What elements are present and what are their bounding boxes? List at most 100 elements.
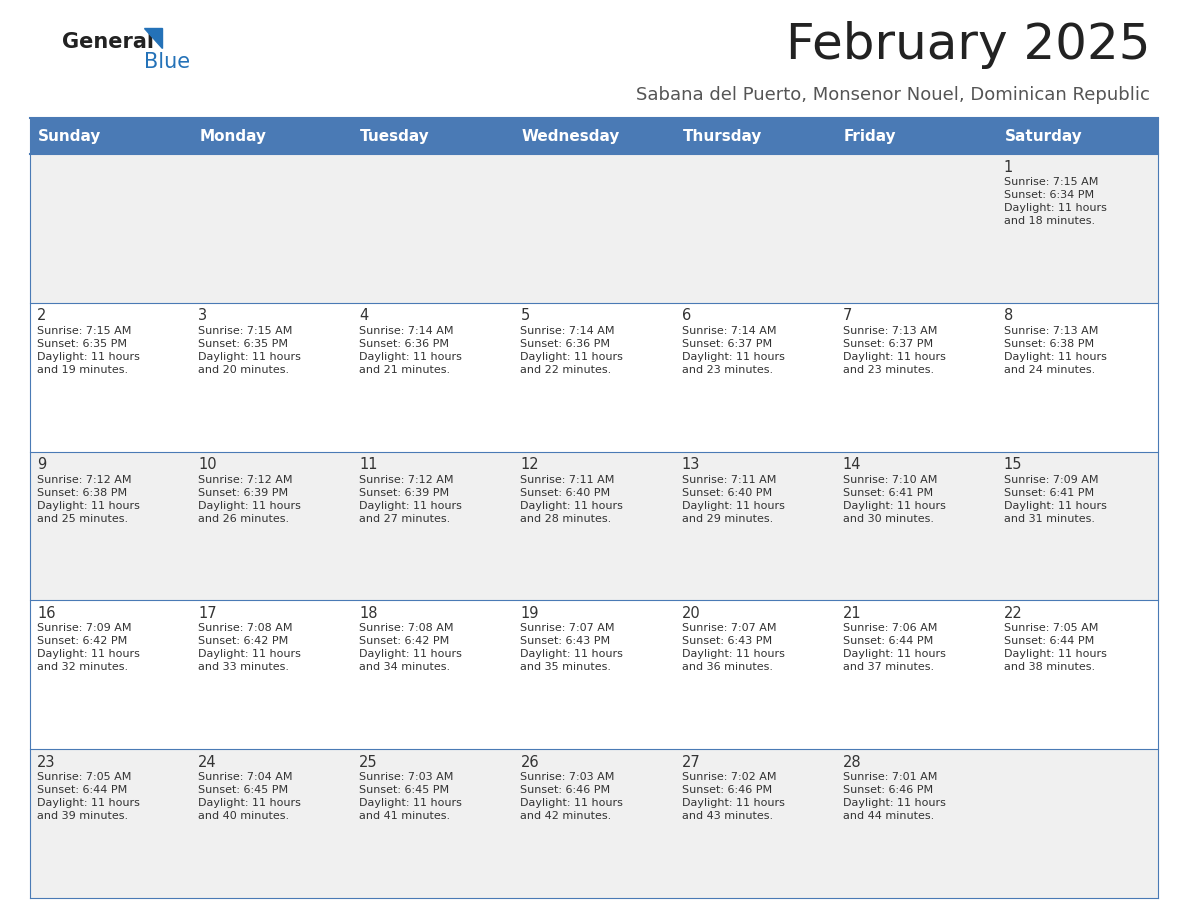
Text: and 27 minutes.: and 27 minutes. <box>359 513 450 523</box>
Text: and 19 minutes.: and 19 minutes. <box>37 364 128 375</box>
Text: Sunset: 6:43 PM: Sunset: 6:43 PM <box>682 636 772 646</box>
Text: Daylight: 11 hours: Daylight: 11 hours <box>198 500 301 510</box>
Text: and 34 minutes.: and 34 minutes. <box>359 663 450 672</box>
Text: 18: 18 <box>359 606 378 621</box>
Text: 17: 17 <box>198 606 216 621</box>
Text: 21: 21 <box>842 606 861 621</box>
Text: Sunrise: 7:07 AM: Sunrise: 7:07 AM <box>520 623 615 633</box>
Text: Sunrise: 7:15 AM: Sunrise: 7:15 AM <box>37 326 132 336</box>
Text: Daylight: 11 hours: Daylight: 11 hours <box>37 649 140 659</box>
Text: Sunset: 6:34 PM: Sunset: 6:34 PM <box>1004 190 1094 200</box>
Text: Friday: Friday <box>843 129 896 143</box>
Bar <box>30 154 1158 303</box>
Text: Sunrise: 7:14 AM: Sunrise: 7:14 AM <box>520 326 615 336</box>
Text: 24: 24 <box>198 755 216 769</box>
Text: Daylight: 11 hours: Daylight: 11 hours <box>198 649 301 659</box>
Text: Daylight: 11 hours: Daylight: 11 hours <box>359 649 462 659</box>
Text: 10: 10 <box>198 457 216 472</box>
Text: and 30 minutes.: and 30 minutes. <box>842 513 934 523</box>
Text: Sunset: 6:37 PM: Sunset: 6:37 PM <box>682 339 772 349</box>
Text: Sunset: 6:43 PM: Sunset: 6:43 PM <box>520 636 611 646</box>
Text: Daylight: 11 hours: Daylight: 11 hours <box>682 352 784 362</box>
Bar <box>353 118 513 154</box>
Text: 3: 3 <box>198 308 207 323</box>
Text: Sunrise: 7:08 AM: Sunrise: 7:08 AM <box>359 623 454 633</box>
Text: 5: 5 <box>520 308 530 323</box>
Text: Sunset: 6:46 PM: Sunset: 6:46 PM <box>842 785 933 795</box>
Text: and 37 minutes.: and 37 minutes. <box>842 663 934 672</box>
Text: Daylight: 11 hours: Daylight: 11 hours <box>842 500 946 510</box>
Text: and 24 minutes.: and 24 minutes. <box>1004 364 1095 375</box>
Text: Sunrise: 7:05 AM: Sunrise: 7:05 AM <box>37 772 132 782</box>
Text: and 25 minutes.: and 25 minutes. <box>37 513 128 523</box>
Text: Daylight: 11 hours: Daylight: 11 hours <box>520 352 624 362</box>
Text: Daylight: 11 hours: Daylight: 11 hours <box>682 798 784 808</box>
Text: and 23 minutes.: and 23 minutes. <box>842 364 934 375</box>
Bar <box>30 118 191 154</box>
Text: Sunset: 6:41 PM: Sunset: 6:41 PM <box>842 487 933 498</box>
Text: and 29 minutes.: and 29 minutes. <box>682 513 773 523</box>
Text: Sunset: 6:36 PM: Sunset: 6:36 PM <box>520 339 611 349</box>
Text: February 2025: February 2025 <box>785 21 1150 69</box>
Text: Sunrise: 7:13 AM: Sunrise: 7:13 AM <box>1004 326 1098 336</box>
Bar <box>191 118 353 154</box>
Bar <box>835 118 997 154</box>
Text: Sunset: 6:40 PM: Sunset: 6:40 PM <box>520 487 611 498</box>
Text: 16: 16 <box>37 606 56 621</box>
Text: Daylight: 11 hours: Daylight: 11 hours <box>359 798 462 808</box>
Text: Sunrise: 7:11 AM: Sunrise: 7:11 AM <box>682 475 776 485</box>
Text: Sunrise: 7:12 AM: Sunrise: 7:12 AM <box>359 475 454 485</box>
Text: Monday: Monday <box>200 129 266 143</box>
Text: 8: 8 <box>1004 308 1013 323</box>
Bar <box>997 118 1158 154</box>
Text: 23: 23 <box>37 755 56 769</box>
Text: 1: 1 <box>1004 160 1013 174</box>
Text: 9: 9 <box>37 457 46 472</box>
Text: 27: 27 <box>682 755 700 769</box>
Text: 25: 25 <box>359 755 378 769</box>
Bar <box>30 303 1158 452</box>
Text: and 36 minutes.: and 36 minutes. <box>682 663 772 672</box>
Text: and 18 minutes.: and 18 minutes. <box>1004 216 1095 226</box>
Text: and 31 minutes.: and 31 minutes. <box>1004 513 1095 523</box>
Text: Daylight: 11 hours: Daylight: 11 hours <box>1004 500 1107 510</box>
Text: Daylight: 11 hours: Daylight: 11 hours <box>1004 649 1107 659</box>
Text: 13: 13 <box>682 457 700 472</box>
Text: 28: 28 <box>842 755 861 769</box>
Text: Sunrise: 7:03 AM: Sunrise: 7:03 AM <box>520 772 615 782</box>
Bar <box>30 600 1158 749</box>
Text: Sunrise: 7:13 AM: Sunrise: 7:13 AM <box>842 326 937 336</box>
Text: Daylight: 11 hours: Daylight: 11 hours <box>842 649 946 659</box>
Bar <box>675 118 835 154</box>
Text: Sunset: 6:41 PM: Sunset: 6:41 PM <box>1004 487 1094 498</box>
Text: Sunset: 6:46 PM: Sunset: 6:46 PM <box>520 785 611 795</box>
Text: Sunrise: 7:12 AM: Sunrise: 7:12 AM <box>198 475 292 485</box>
Text: 26: 26 <box>520 755 539 769</box>
Text: Daylight: 11 hours: Daylight: 11 hours <box>198 798 301 808</box>
Text: 12: 12 <box>520 457 539 472</box>
Bar <box>30 749 1158 898</box>
Text: Thursday: Thursday <box>683 129 762 143</box>
Text: Sunset: 6:42 PM: Sunset: 6:42 PM <box>37 636 127 646</box>
Text: Sunrise: 7:03 AM: Sunrise: 7:03 AM <box>359 772 454 782</box>
Bar <box>30 452 1158 600</box>
Text: Daylight: 11 hours: Daylight: 11 hours <box>520 500 624 510</box>
Text: Sunrise: 7:14 AM: Sunrise: 7:14 AM <box>682 326 776 336</box>
Text: Tuesday: Tuesday <box>360 129 430 143</box>
Text: and 35 minutes.: and 35 minutes. <box>520 663 612 672</box>
Text: Sunrise: 7:15 AM: Sunrise: 7:15 AM <box>198 326 292 336</box>
Text: Daylight: 11 hours: Daylight: 11 hours <box>37 798 140 808</box>
Text: Daylight: 11 hours: Daylight: 11 hours <box>1004 203 1107 213</box>
Text: Sunrise: 7:15 AM: Sunrise: 7:15 AM <box>1004 177 1098 187</box>
Text: and 42 minutes.: and 42 minutes. <box>520 812 612 822</box>
Text: 15: 15 <box>1004 457 1023 472</box>
Text: Sunday: Sunday <box>38 129 101 143</box>
Text: Sunset: 6:39 PM: Sunset: 6:39 PM <box>359 487 449 498</box>
Text: Sunset: 6:44 PM: Sunset: 6:44 PM <box>1004 636 1094 646</box>
Text: and 32 minutes.: and 32 minutes. <box>37 663 128 672</box>
Text: General: General <box>62 32 154 52</box>
Text: Sunrise: 7:12 AM: Sunrise: 7:12 AM <box>37 475 132 485</box>
Text: Sunset: 6:38 PM: Sunset: 6:38 PM <box>37 487 127 498</box>
Text: and 21 minutes.: and 21 minutes. <box>359 364 450 375</box>
Text: Sunrise: 7:07 AM: Sunrise: 7:07 AM <box>682 623 776 633</box>
